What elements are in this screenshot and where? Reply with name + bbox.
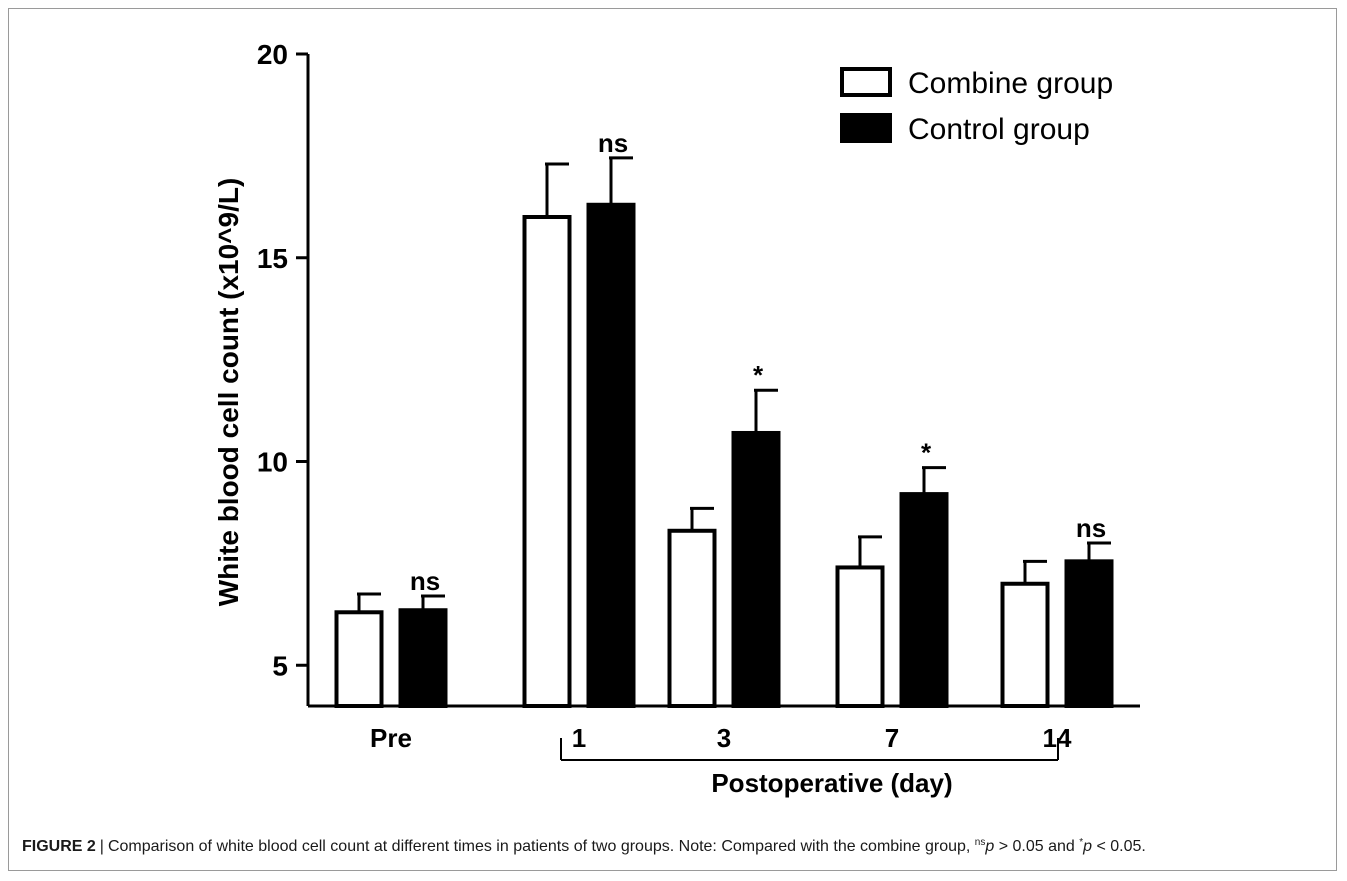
x-tick-label: 7	[885, 723, 899, 753]
control-bar	[586, 202, 636, 708]
x-tick-labels: Pre13714	[370, 723, 1072, 753]
legend-label: Combine group	[908, 67, 1113, 100]
legend-swatch-control	[840, 113, 892, 143]
figure-frame	[8, 8, 1337, 871]
legend-swatch-combine	[840, 67, 892, 97]
x-tick-label: Pre	[370, 723, 412, 753]
x-tick-label: 3	[717, 723, 731, 753]
legend: Combine group Control group	[840, 67, 1113, 146]
combine-bar	[1000, 581, 1050, 708]
significance-label: ns	[598, 128, 628, 158]
caption-condition-1: > 0.05 and	[994, 838, 1080, 855]
y-tick-label: 15	[257, 243, 288, 274]
y-ticks: 5 10 15 20	[257, 39, 308, 681]
legend-label: Control group	[908, 113, 1090, 146]
caption-p-variable: p	[985, 838, 995, 855]
significance-annotations: ns ns * * ns	[410, 128, 1106, 596]
y-axis-label: White blood cell count (x10^9/L)	[213, 178, 244, 607]
y-tick-label: 10	[257, 447, 288, 478]
significance-label: ns	[1076, 513, 1106, 543]
combine-bar	[667, 528, 717, 709]
combine-bar	[334, 610, 384, 709]
x-axis-label: Postoperative (day)	[711, 768, 952, 798]
caption-separator: |	[99, 838, 104, 855]
control-bar	[398, 608, 448, 708]
combine-bar	[522, 215, 572, 708]
combine-bar	[835, 565, 885, 709]
caption-text: Comparison of white blood cell count at …	[107, 838, 971, 855]
caption-condition-2: < 0.05.	[1092, 838, 1146, 855]
significance-label: ns	[410, 566, 440, 596]
bars	[334, 202, 1114, 709]
caption-label: FIGURE 2	[22, 838, 96, 855]
postoperative-bracket	[560, 738, 1059, 761]
significance-label: *	[921, 438, 932, 468]
control-bar	[731, 430, 781, 708]
y-tick-label: 20	[257, 39, 288, 70]
caption-star-superscript: *	[1079, 837, 1084, 848]
y-tick-label: 5	[272, 650, 288, 681]
error-bars	[357, 156, 1111, 613]
caption-ns-superscript: ns	[974, 837, 986, 848]
figure-caption: FIGURE 2 | Comparison of white blood cell …	[22, 837, 1146, 856]
control-bar	[899, 492, 949, 708]
significance-label: *	[753, 360, 764, 390]
caption-p-variable-2: p	[1083, 838, 1093, 855]
x-tick-label: 1	[572, 723, 586, 753]
control-bar	[1064, 559, 1114, 709]
